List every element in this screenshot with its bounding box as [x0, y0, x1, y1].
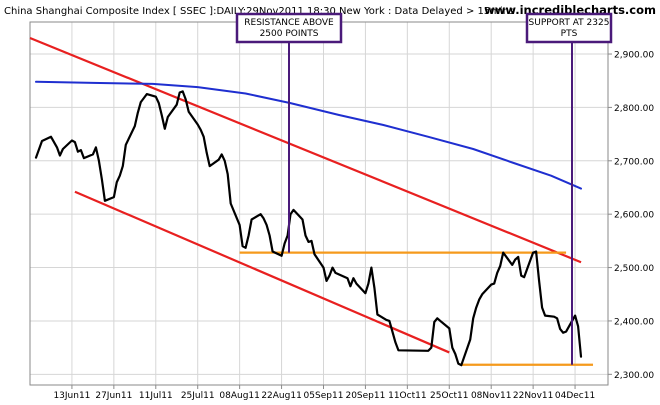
y-tick-label: 2,500.00 — [614, 264, 654, 274]
x-tick-label: 20Sep11 — [345, 391, 385, 401]
annotation-line-1: SUPPORT AT 2325 — [529, 18, 610, 28]
x-tick-label: 11Oct11 — [388, 391, 426, 401]
y-tick-label: 2,900.00 — [614, 51, 654, 61]
moving-average-series-line — [35, 80, 582, 190]
y-tick-label: 2,700.00 — [614, 157, 654, 167]
annotation-resistance: RESISTANCE ABOVE 2500 POINTS — [235, 12, 343, 253]
trendlines — [29, 36, 582, 354]
chart-title: China Shanghai Composite Index [ SSEC ]:… — [4, 6, 514, 17]
trendline-channel-upper — [29, 36, 582, 264]
y-tick-label: 2,800.00 — [614, 104, 654, 114]
x-tick-label: 04Dec11 — [555, 391, 595, 401]
x-tick-label: 22Aug11 — [261, 391, 301, 401]
annotation-line-2: 2500 POINTS — [260, 29, 319, 39]
x-tick-label: 08Aug11 — [219, 391, 259, 401]
annotation-line-1: RESISTANCE ABOVE — [244, 18, 334, 28]
price-series-line — [34, 90, 583, 367]
x-tick-label: 27Jun11 — [95, 391, 132, 401]
annotation-line-2: PTS — [561, 29, 578, 39]
x-axis: 13Jun11 27Jun11 11Jul11 25Jul11 08Aug11 22Aug… — [53, 385, 595, 401]
y-tick-label: 2,300.00 — [614, 371, 654, 381]
x-tick-label: 22Nov11 — [513, 391, 553, 401]
x-tick-label: 25Oct11 — [430, 391, 468, 401]
y-tick-label: 2,400.00 — [614, 317, 654, 327]
x-tick-label: 05Sep11 — [304, 391, 344, 401]
y-axis: 2,300.00 2,400.00 2,500.00 2,600.00 2,700.00… — [608, 51, 654, 381]
y-tick-label: 2,600.00 — [614, 211, 654, 221]
x-tick-label: 13Jun11 — [53, 391, 90, 401]
x-tick-label: 11Jul11 — [139, 391, 173, 401]
trendline-channel-lower — [74, 190, 450, 354]
annotation-support: SUPPORT AT 2325 PTS — [525, 12, 613, 365]
x-tick-label: 25Jul11 — [181, 391, 215, 401]
x-tick-label: 08Nov11 — [471, 391, 511, 401]
annotation-box — [525, 12, 613, 44]
series-lines — [34, 80, 583, 367]
